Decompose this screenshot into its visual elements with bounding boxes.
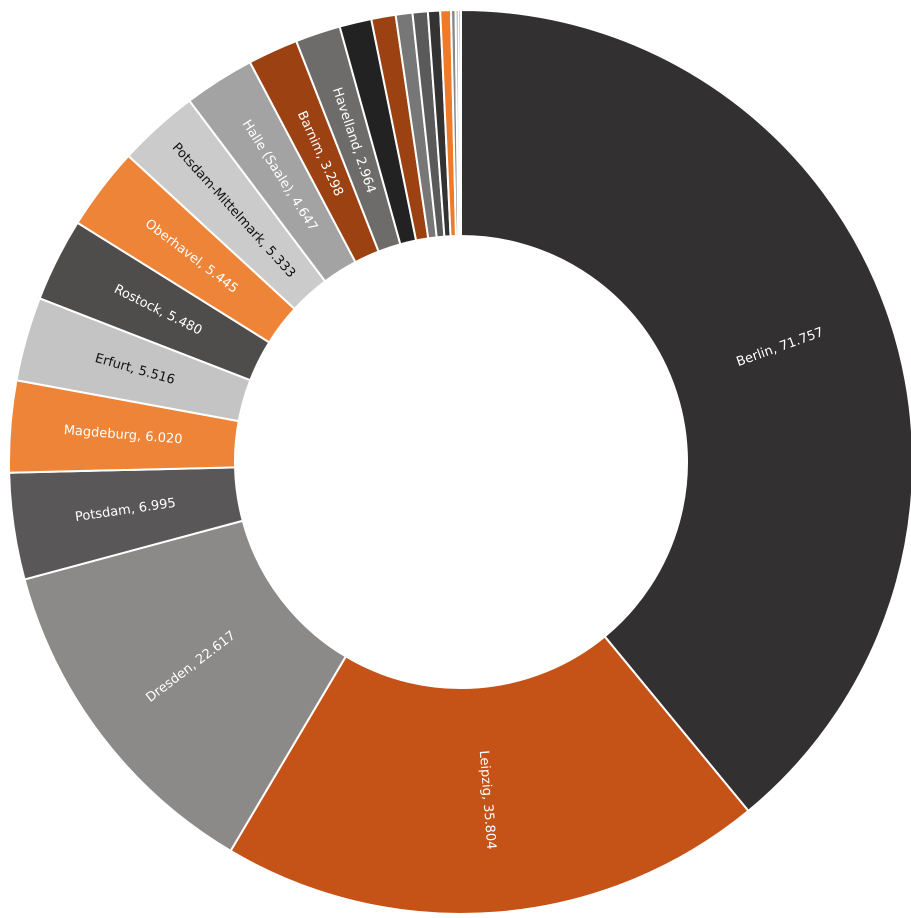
donut-slice: [457, 8, 462, 238]
donut-slice: [23, 519, 348, 853]
donut-slice: [460, 8, 911, 813]
donut-slice: [229, 635, 750, 915]
